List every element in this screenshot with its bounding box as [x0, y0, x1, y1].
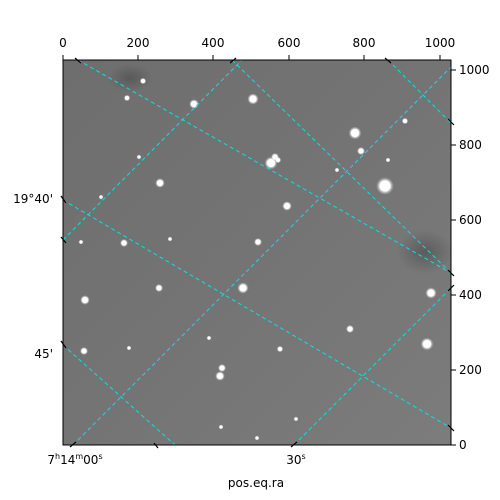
star	[255, 436, 259, 440]
wcs-tick	[384, 57, 392, 64]
star	[267, 159, 275, 167]
star	[358, 148, 364, 154]
ra-tick-label: 7h14m00s	[47, 452, 102, 467]
top-tick-label: 1000	[425, 36, 456, 50]
star	[219, 425, 223, 429]
top-tick-label: 800	[353, 36, 376, 50]
star	[141, 79, 145, 83]
grid-line-dec	[231, 60, 451, 274]
star	[278, 347, 282, 351]
star	[386, 158, 390, 162]
wcs-tick	[69, 441, 77, 448]
wcs-tick	[447, 284, 455, 292]
right-tick-label: 400	[459, 288, 482, 302]
top-tick-label: 0	[59, 36, 67, 50]
star	[351, 129, 359, 137]
grid-line-ra	[72, 66, 451, 445]
star	[249, 95, 257, 103]
wcs-edge-ticks	[60, 57, 455, 449]
star	[294, 417, 298, 421]
dark-patch	[108, 64, 152, 92]
star	[121, 240, 127, 246]
plot-frame	[62, 59, 452, 446]
grid-line-ra	[387, 60, 451, 124]
star	[207, 336, 211, 340]
star	[239, 284, 247, 292]
sky-background	[63, 60, 451, 445]
right-tick-label: 600	[459, 213, 482, 227]
star	[81, 348, 87, 354]
wcs-tick	[60, 236, 67, 244]
right-tick-label: 1000	[459, 63, 490, 77]
star	[156, 285, 162, 291]
star	[168, 237, 172, 241]
star	[403, 119, 407, 123]
star	[219, 365, 225, 371]
star	[79, 240, 83, 244]
star	[423, 340, 431, 348]
star	[137, 155, 141, 159]
star	[157, 180, 163, 186]
star	[217, 373, 223, 379]
star	[284, 203, 290, 209]
image-area	[63, 60, 451, 445]
right-axis	[451, 69, 456, 446]
star	[125, 96, 129, 100]
ra-tick-label: 30s	[286, 452, 305, 467]
star	[82, 297, 88, 303]
star	[255, 239, 261, 245]
stars-layer	[78, 77, 437, 441]
top-tick-label: 600	[278, 36, 301, 50]
top-tick-label: 200	[127, 36, 150, 50]
star	[427, 289, 435, 297]
star	[379, 180, 391, 192]
wcs-tick	[74, 57, 82, 64]
coordinate-grid	[63, 60, 451, 445]
grid-line-dec	[77, 60, 451, 274]
x-axis-title: pos.eq.ra	[228, 476, 284, 490]
dec-tick-label: 19°40'	[13, 192, 53, 206]
top-tick-label: 400	[202, 36, 225, 50]
wcs-tick	[447, 118, 455, 126]
right-tick-label: 800	[459, 138, 482, 152]
right-tick-label: 200	[459, 363, 482, 377]
grid-line-ra	[293, 287, 451, 445]
wcs-tick	[60, 340, 67, 349]
wcs-tick	[447, 269, 455, 277]
star	[191, 101, 197, 107]
star	[99, 195, 103, 199]
grid-line-ra	[63, 60, 243, 241]
star	[276, 158, 280, 162]
wcs-tick	[153, 442, 159, 449]
star	[347, 326, 353, 332]
star	[335, 168, 339, 172]
star	[127, 346, 131, 350]
wcs-tick	[229, 57, 237, 64]
wcs-tick	[290, 441, 298, 448]
top-axis	[62, 55, 441, 60]
grid-line-dec	[63, 199, 451, 429]
dark-patch	[397, 230, 451, 274]
right-tick-label: 0	[459, 438, 467, 452]
right-axis-labels: 0 200 400 600 800 1000	[459, 63, 490, 452]
dec-tick-label: 45'	[34, 347, 53, 361]
wcs-tick	[447, 424, 455, 432]
wcs-tick	[60, 195, 67, 204]
top-axis-labels: 0 200 400 600 800 1000	[59, 36, 455, 50]
